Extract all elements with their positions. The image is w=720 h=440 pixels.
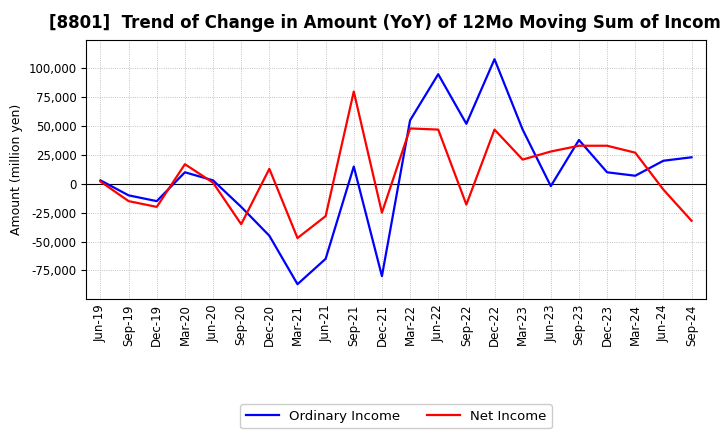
Ordinary Income (434, 72, 443, 77)
Line: Net Income: Net Income (101, 92, 691, 238)
Ordinary Income (462, 121, 471, 126)
Net Income (603, 143, 611, 148)
Net Income (631, 150, 639, 155)
Y-axis label: Amount (million yen): Amount (million yen) (10, 104, 23, 235)
Ordinary Income (603, 170, 611, 175)
Ordinary Income (406, 118, 415, 123)
Ordinary Income (153, 198, 161, 204)
Ordinary Income (321, 256, 330, 261)
Ordinary Income (518, 127, 527, 132)
Ordinary Income (125, 193, 133, 198)
Net Income (293, 235, 302, 241)
Ordinary Income (237, 204, 246, 209)
Net Income (96, 179, 105, 184)
Ordinary Income (687, 154, 696, 160)
Net Income (659, 187, 667, 192)
Net Income (462, 202, 471, 207)
Net Income (153, 204, 161, 209)
Net Income (490, 127, 499, 132)
Net Income (406, 126, 415, 131)
Net Income (518, 157, 527, 162)
Net Income (575, 143, 583, 148)
Ordinary Income (349, 164, 358, 169)
Net Income (349, 89, 358, 94)
Ordinary Income (631, 173, 639, 178)
Net Income (687, 218, 696, 224)
Net Income (546, 149, 555, 154)
Line: Ordinary Income: Ordinary Income (101, 59, 691, 284)
Ordinary Income (265, 233, 274, 238)
Ordinary Income (546, 183, 555, 189)
Net Income (434, 127, 443, 132)
Title: [8801]  Trend of Change in Amount (YoY) of 12Mo Moving Sum of Incomes: [8801] Trend of Change in Amount (YoY) o… (50, 15, 720, 33)
Ordinary Income (575, 137, 583, 143)
Ordinary Income (377, 274, 386, 279)
Legend: Ordinary Income, Net Income: Ordinary Income, Net Income (240, 404, 552, 429)
Net Income (209, 180, 217, 185)
Ordinary Income (293, 282, 302, 287)
Net Income (181, 161, 189, 167)
Ordinary Income (209, 178, 217, 183)
Ordinary Income (181, 170, 189, 175)
Ordinary Income (96, 178, 105, 183)
Net Income (265, 166, 274, 172)
Net Income (237, 222, 246, 227)
Net Income (125, 198, 133, 204)
Net Income (321, 213, 330, 219)
Net Income (377, 210, 386, 215)
Ordinary Income (490, 57, 499, 62)
Ordinary Income (659, 158, 667, 163)
